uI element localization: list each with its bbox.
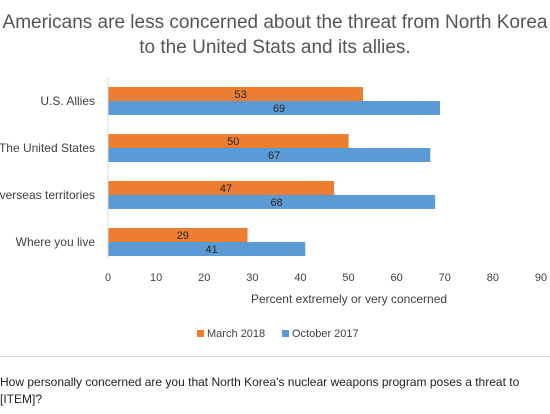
bar	[108, 195, 436, 209]
data-label: 47	[220, 183, 232, 195]
bar	[108, 148, 431, 162]
divider	[0, 356, 550, 357]
category-label: The United States	[0, 141, 95, 155]
data-label: 67	[268, 150, 280, 162]
bar	[108, 134, 349, 148]
legend-label: March 2018	[207, 328, 265, 340]
legend-label: October 2017	[292, 328, 359, 340]
x-tick-label: 60	[391, 272, 403, 284]
x-tick-label: 40	[294, 272, 306, 284]
category-label: Where you live	[16, 235, 96, 249]
legend-swatch	[197, 330, 204, 337]
x-tick-label: 20	[198, 272, 210, 284]
x-tick-label: 0	[105, 272, 111, 284]
footnote: How personally concerned are you that No…	[0, 375, 520, 406]
category-label: U.S. overseas territories	[0, 188, 95, 202]
x-tick-label: 80	[487, 272, 499, 284]
data-label: 69	[273, 103, 285, 115]
category-labels: U.S. Allies The United States U.S. oversea…	[0, 94, 95, 249]
x-tick-label: 90	[535, 272, 547, 284]
x-tick-labels: 0 10 20 30 40 50 60 70 80 90	[105, 272, 547, 284]
legend: March 2018 October 2017	[197, 328, 359, 340]
data-label: 41	[206, 244, 218, 256]
bar	[108, 87, 363, 101]
bars: 53 69 50 67 47 68 29 41	[107, 78, 440, 258]
data-label: 50	[227, 136, 239, 148]
x-tick-label: 30	[246, 272, 258, 284]
data-label: 29	[177, 230, 189, 242]
category-label: U.S. Allies	[40, 94, 95, 108]
x-tick-label: 10	[150, 272, 162, 284]
chart-title: Americans are less concerned about the t…	[2, 12, 548, 58]
bar	[108, 181, 335, 195]
data-label: 68	[270, 197, 282, 209]
bar	[108, 242, 306, 256]
bar	[108, 101, 440, 115]
data-label: 53	[234, 89, 246, 101]
legend-swatch	[282, 330, 289, 337]
x-axis-label: Percent extremely or very concerned	[251, 292, 447, 306]
x-tick-label: 50	[342, 272, 354, 284]
bar	[108, 228, 248, 242]
x-tick-label: 70	[439, 272, 451, 284]
